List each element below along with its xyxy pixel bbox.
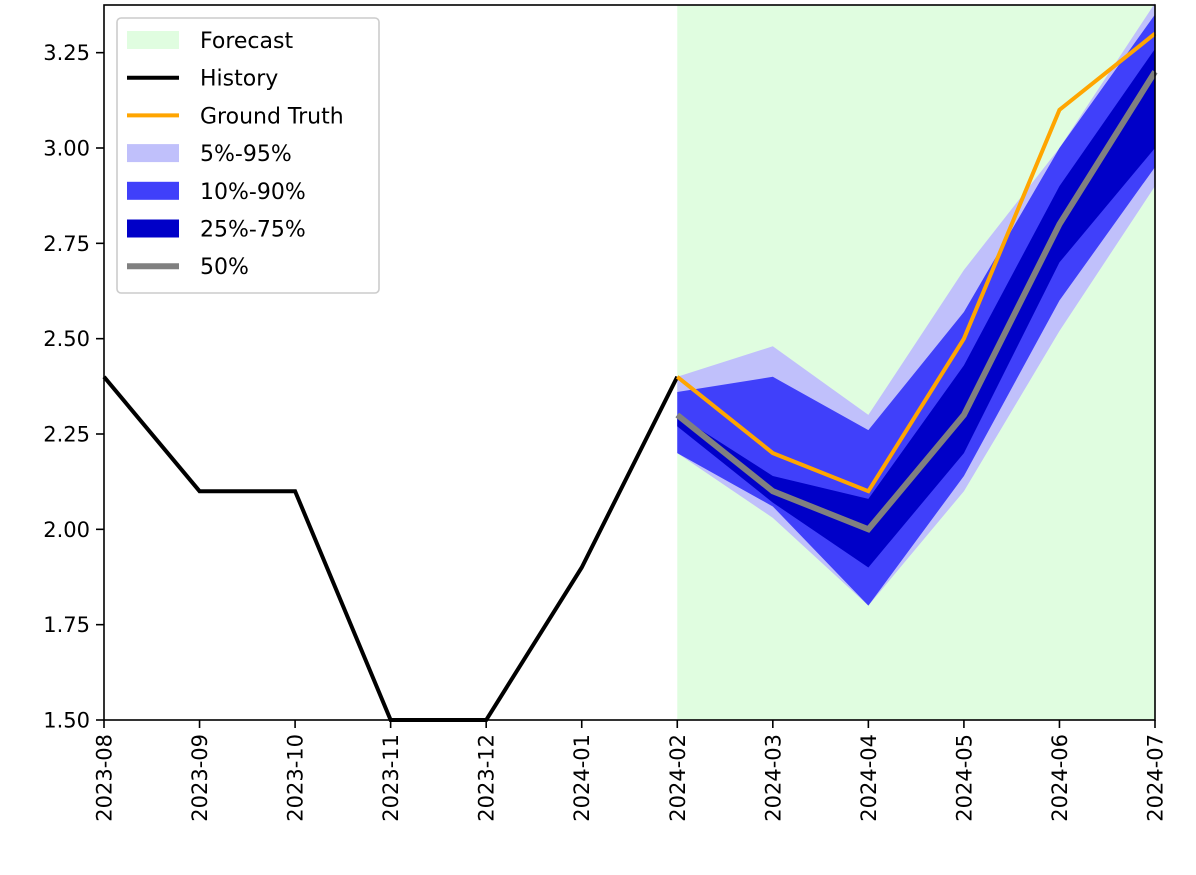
legend: Forecast History Ground Truth 5%-95% 10%-90%…: [116, 17, 380, 294]
axes: 1.50 1.75 2.00 2.25 2.50 2.75 3.00 3.25 2023-08 2…: [43, 4, 1168, 822]
history-line: [102, 375, 680, 722]
x-tick-label: 2023-08: [93, 734, 117, 822]
x-tick-label: 2023-12: [475, 734, 499, 822]
legend-median-label: 50%: [200, 255, 249, 280]
y-tick-label: 1.75: [43, 613, 90, 637]
y-tick-label: 3.25: [43, 41, 90, 65]
x-tick-label: 2023-11: [379, 734, 403, 822]
y-tick-label: 3.00: [43, 137, 90, 161]
x-tick-label: 2024-04: [857, 734, 881, 822]
legend-band-25-75-swatch: [127, 219, 179, 238]
legend-forecast-swatch: [127, 31, 179, 49]
ground-truth-line: [676, 32, 1157, 494]
y-tick-label: 2.75: [43, 232, 90, 256]
x-tick-label: 2024-02: [666, 734, 690, 822]
legend-band-25-75-label: 25%-75%: [200, 218, 306, 243]
x-tick-label: 2024-01: [570, 734, 594, 822]
x-tick-label: 2024-03: [761, 734, 785, 822]
legend-forecast-label: Forecast: [200, 29, 293, 54]
x-tick-label: 2024-05: [952, 734, 976, 822]
y-tick-label: 2.25: [43, 423, 90, 447]
axes-frame: [103, 4, 1156, 721]
legend-band-10-90-swatch: [127, 181, 179, 200]
legend-band-10-90-label: 10%-90%: [200, 180, 306, 205]
y-tick-label: 2.00: [43, 518, 90, 542]
x-tick-label: 2024-06: [1048, 734, 1072, 822]
legend-ground-truth-label: Ground Truth: [200, 104, 344, 129]
median-line: [675, 70, 1158, 533]
plot-area: [102, 3, 1158, 722]
legend-band-5-95-swatch: [127, 144, 179, 163]
y-tick-label: 1.50: [43, 709, 90, 733]
band-10%-90%: [677, 14, 1155, 606]
legend-history-label: History: [200, 67, 278, 92]
x-tick-label: 2023-09: [188, 734, 212, 822]
band-25%-75%: [677, 48, 1155, 568]
legend-box: [116, 17, 380, 294]
legend-band-5-95-label: 5%-95%: [200, 142, 292, 167]
x-tick-label: 2023-10: [284, 734, 308, 822]
y-tick-label: 2.50: [43, 327, 90, 351]
x-tick-label: 2024-07: [1144, 734, 1168, 822]
